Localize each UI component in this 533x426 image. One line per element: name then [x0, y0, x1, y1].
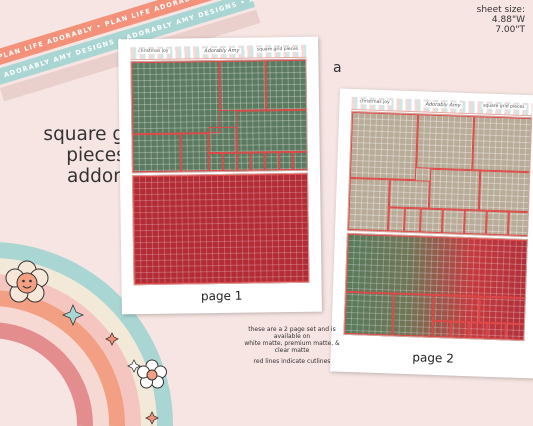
page-1-label: page 1 — [200, 288, 243, 304]
brand-logo-text: Adorably Amy — [202, 47, 242, 55]
sheet-theme-label: christmas joy — [357, 99, 392, 106]
sheet-size-note: sheet size: 4.88"W 7.00"T — [477, 5, 525, 35]
sticker-sheet-page-2: christmas joy Adorably Amy square grid p… — [330, 88, 533, 379]
gradient-grid-panel — [343, 232, 528, 342]
page-2-label: page 2 — [412, 350, 455, 366]
sticker-sheet-page-1: christmas joy Adorably Amy square grid p… — [118, 36, 322, 315]
info-line-2: white matte, premium matte, & clear matt… — [244, 340, 340, 354]
sheet-size-width: 4.88"W — [491, 15, 525, 25]
title-line-3: addon — [67, 166, 125, 187]
info-line-3: red lines indicate cutlines — [253, 358, 331, 365]
sheet-product-label: square grid pieces — [480, 103, 527, 111]
rainbow-decoration — [0, 242, 174, 426]
sparkle-icon — [61, 303, 159, 425]
daisy-flower-icon — [137, 359, 167, 389]
smiley-flower-icon — [5, 260, 49, 303]
sheet-theme-label: christmas joy — [136, 48, 171, 55]
sheet-header: christmas joy Adorably Amy square grid p… — [130, 44, 307, 61]
variant-letter: a — [333, 60, 342, 76]
info-line-1: these are a 2 page set and is available … — [248, 326, 336, 340]
green-grid-panel — [130, 58, 308, 174]
title-line-2: pieces — [66, 145, 126, 166]
sheet-product-label: square grid pieces — [254, 46, 301, 53]
sheet-size-label: sheet size: — [476, 5, 525, 15]
brand-logo-text: Adorably Amy — [423, 101, 463, 109]
red-grid-panel — [131, 172, 310, 286]
sheet-size-height: 7.00"T — [495, 25, 525, 35]
tan-grid-panel — [347, 110, 533, 238]
product-info-note: these are a 2 page set and is available … — [244, 326, 340, 365]
